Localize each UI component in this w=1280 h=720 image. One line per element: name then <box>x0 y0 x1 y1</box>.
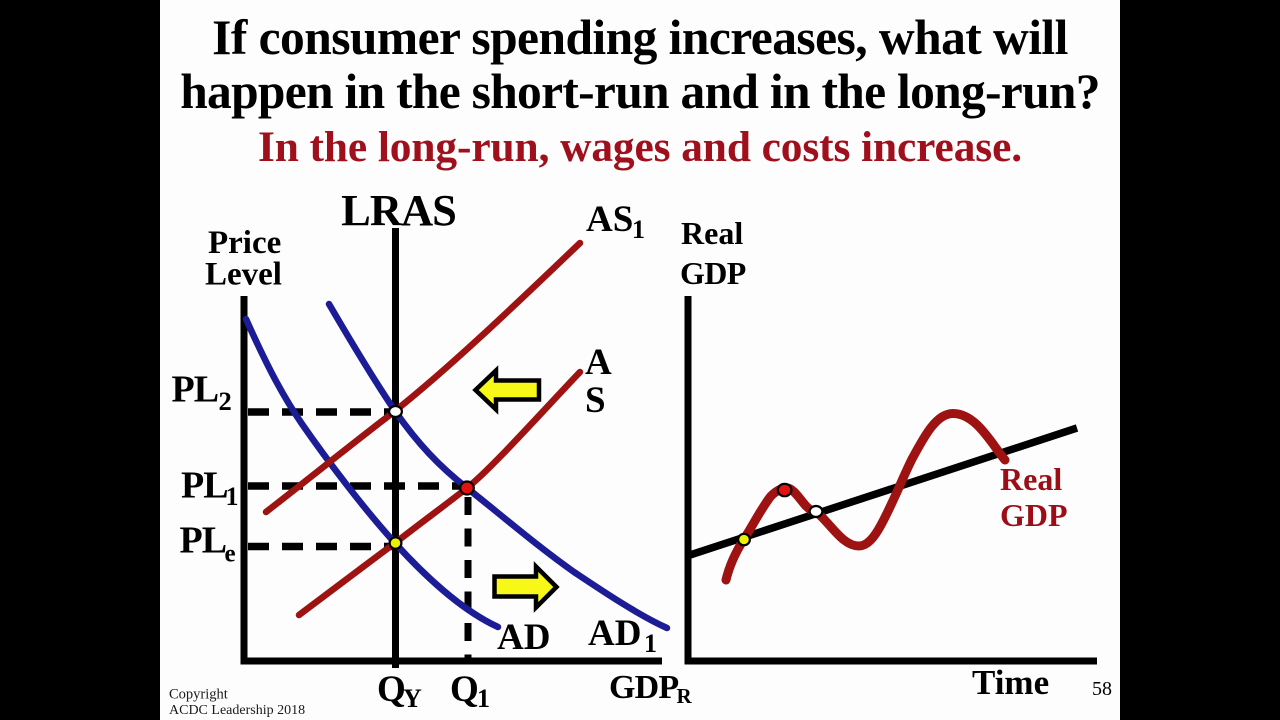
svg-text:1: 1 <box>632 215 645 244</box>
svg-text:1: 1 <box>644 629 657 658</box>
svg-text:S: S <box>585 380 606 421</box>
svg-text:AS: AS <box>586 199 633 240</box>
svg-text:58: 58 <box>1092 678 1112 700</box>
svg-text:PL: PL <box>180 520 227 562</box>
svg-text:Q: Q <box>377 669 406 710</box>
svg-text:Q: Q <box>450 669 479 710</box>
svg-text:LRAS: LRAS <box>341 185 456 235</box>
svg-text:GDP: GDP <box>1000 497 1068 533</box>
svg-text:Copyright: Copyright <box>169 687 228 703</box>
svg-text:ACDC Leadership 2018: ACDC Leadership 2018 <box>169 703 305 718</box>
svg-text:GDP: GDP <box>609 669 678 706</box>
svg-text:e: e <box>225 541 236 568</box>
svg-text:AD: AD <box>588 613 641 654</box>
svg-text:1: 1 <box>226 482 239 511</box>
svg-text:Y: Y <box>403 684 422 713</box>
svg-text:Real: Real <box>1000 461 1062 497</box>
svg-text:PL: PL <box>181 465 228 507</box>
svg-text:Time: Time <box>972 663 1049 702</box>
svg-text:AD: AD <box>497 617 550 658</box>
svg-text:PL: PL <box>172 369 219 411</box>
svg-text:Level: Level <box>205 257 282 293</box>
svg-text:2: 2 <box>219 386 232 416</box>
svg-text:A: A <box>585 342 612 383</box>
svg-text:1: 1 <box>477 684 490 713</box>
svg-text:Real: Real <box>681 215 743 251</box>
svg-text:R: R <box>677 684 693 708</box>
svg-text:Price: Price <box>208 225 281 261</box>
svg-text:GDP: GDP <box>680 255 746 291</box>
